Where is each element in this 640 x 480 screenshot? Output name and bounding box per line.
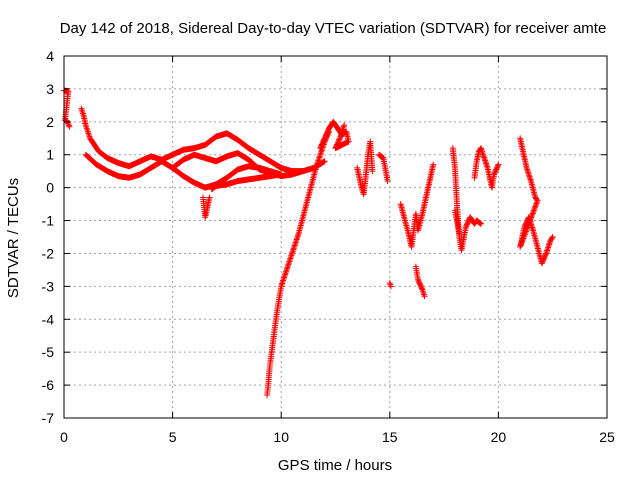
data-point [531, 206, 538, 213]
data-point [278, 171, 285, 178]
y-tick-label: 0 [46, 180, 54, 196]
data-point [530, 208, 537, 215]
series-arc-13-14 [354, 138, 376, 198]
data-point [529, 210, 536, 217]
series-arc-drop [200, 194, 213, 221]
data-point [430, 161, 437, 168]
data-point [477, 220, 484, 227]
data-point [495, 161, 502, 168]
series-arc-15-17 [397, 161, 437, 300]
data-point [532, 201, 539, 208]
data-point [66, 123, 73, 130]
data-point [387, 283, 394, 290]
data-points [61, 87, 556, 398]
y-tick-label: -2 [42, 245, 55, 261]
x-tick-label: 5 [169, 429, 177, 445]
data-point [321, 158, 328, 165]
y-tick-labels: -7 -6 -5 -4 -3 -2 -1 0 1 2 3 4 [42, 48, 55, 426]
y-tick-label: 1 [46, 147, 54, 163]
series-arc-19-20 [471, 145, 502, 191]
data-point [534, 197, 541, 204]
series-arc-upper [78, 105, 328, 175]
data-point [369, 168, 376, 175]
data-point [478, 220, 485, 227]
data-point [530, 207, 537, 214]
data-point [548, 235, 555, 242]
x-tick-labels: 0 5 10 15 20 25 [60, 429, 615, 445]
data-point [542, 251, 549, 258]
series-arc-rising-steep [264, 128, 332, 398]
y-tick-label: -6 [42, 377, 55, 393]
y-tick-label: -5 [42, 344, 55, 360]
data-point [421, 293, 428, 300]
series-arc-14-15 [375, 151, 394, 290]
data-point [64, 119, 71, 126]
y-tick-label: 2 [46, 114, 54, 130]
data-point [529, 211, 536, 218]
data-point [533, 200, 540, 207]
data-point [336, 136, 343, 143]
data-point [549, 234, 556, 240]
data-point [384, 178, 391, 185]
data-point [418, 285, 425, 292]
chart-title: Day 142 of 2018, Sidereal Day-to-day VTE… [60, 20, 607, 37]
data-point [494, 162, 501, 169]
data-point [476, 219, 483, 226]
x-tick-label: 25 [599, 429, 615, 445]
y-tick-label: 4 [46, 48, 54, 64]
data-point [533, 199, 540, 206]
y-tick-label: 3 [46, 81, 54, 97]
data-point [341, 122, 348, 129]
x-tick-label: 0 [60, 429, 68, 445]
x-tick-label: 20 [491, 429, 507, 445]
data-point [65, 122, 72, 129]
data-point [206, 194, 213, 201]
data-point [64, 118, 71, 125]
y-tick-label: -4 [42, 311, 55, 327]
data-point [532, 203, 539, 210]
x-axis-label: GPS time / hours [278, 457, 392, 474]
y-tick-label: -7 [42, 410, 55, 426]
series-arc-low-rise [208, 171, 285, 193]
plot-frame [63, 55, 608, 419]
series-arc-12-13 [317, 118, 352, 152]
y-tick-label: -3 [42, 278, 55, 294]
data-point [531, 204, 538, 211]
axis-ticks [63, 55, 608, 419]
y-tick-label: -1 [42, 213, 55, 229]
data-point [299, 168, 306, 175]
y-axis-label: SDTVAR / TECUs [5, 178, 22, 298]
x-tick-label: 15 [382, 429, 398, 445]
series-arc-21-22 [517, 135, 556, 267]
series-arc-isolated-start [61, 87, 73, 130]
series-arc-18-19 [449, 145, 485, 254]
x-tick-label: 10 [273, 429, 289, 445]
data-point [456, 230, 463, 237]
